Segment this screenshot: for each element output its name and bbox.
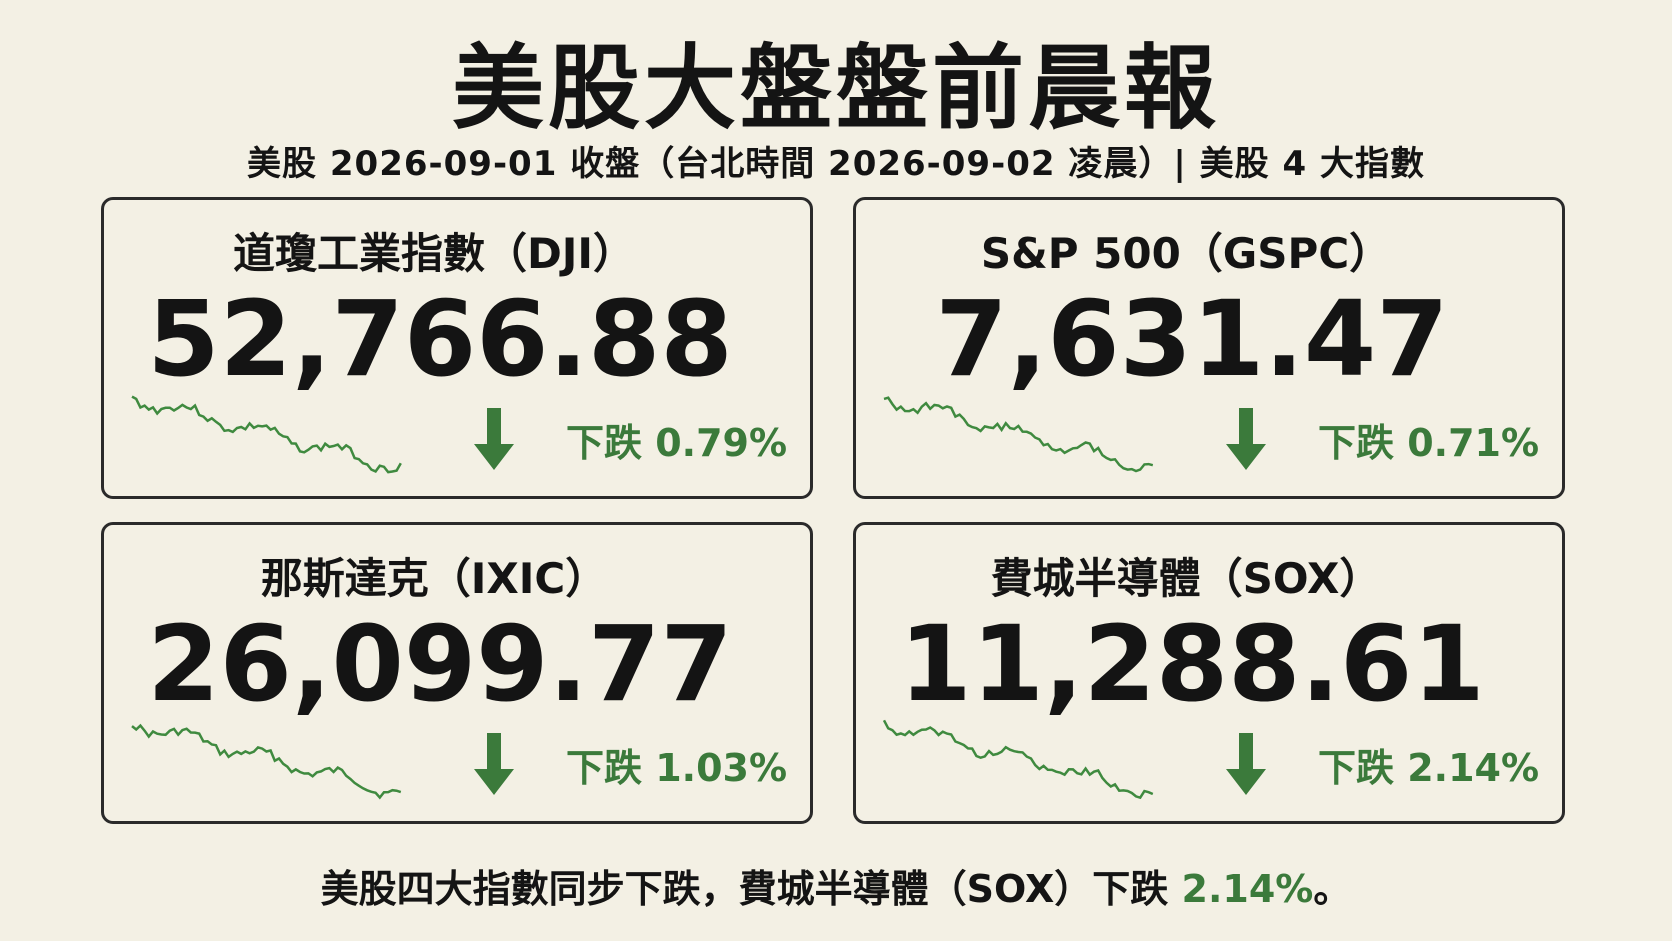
card-decor (882, 719, 1266, 800)
index-card: 費城半導體（SOX） 11,288.61 下跌 2.14% (853, 522, 1565, 824)
index-change: 下跌 0.71% (1318, 421, 1540, 465)
card-decor (131, 395, 514, 474)
footer-end: 。 (1313, 867, 1352, 911)
index-change: 下跌 1.03% (566, 746, 788, 790)
index-name: 那斯達克（IXIC） (260, 554, 608, 603)
sparkline (131, 723, 402, 800)
index-name: 費城半導體（SOX） (990, 554, 1382, 603)
footer-highlight: 2.14% (1181, 867, 1314, 911)
footer: 美股四大指數同步下跌，費城半導體（SOX）下跌 2.14%。 (0, 858, 1672, 913)
sparkline (882, 719, 1154, 800)
subtitle: 美股 2026-09-01 收盤（台北時間 2026-09-02 凌晨）| 美股… (247, 144, 1425, 184)
down-arrow (1226, 408, 1266, 470)
index-card: S&P 500（GSPC） 7,631.47 下跌 0.71% (853, 197, 1565, 499)
index-value: 11,288.61 (899, 603, 1485, 725)
down-arrow (474, 408, 514, 470)
card-decor (883, 396, 1266, 473)
index-card: 那斯達克（IXIC） 26,099.77 下跌 1.03% (101, 522, 813, 824)
index-name: 道瓊工業指數（DJI） (232, 229, 636, 278)
down-arrow (1226, 733, 1266, 795)
index-change: 下跌 2.14% (1318, 746, 1540, 790)
footer-text: 美股四大指數同步下跌，費城半導體（SOX）下跌 (320, 867, 1182, 911)
card-decor (131, 723, 514, 800)
index-value: 26,099.77 (147, 603, 733, 725)
sparkline (883, 396, 1154, 473)
index-card: 道瓊工業指數（DJI） 52,766.88 下跌 0.79% (101, 197, 813, 499)
index-value: 7,631.47 (935, 278, 1449, 400)
title: 美股大盤盤前晨報 (451, 35, 1220, 142)
index-name: S&P 500（GSPC） (980, 229, 1392, 278)
index-change: 下跌 0.79% (566, 421, 788, 465)
sparkline (131, 395, 402, 474)
down-arrow (474, 733, 514, 795)
index-value: 52,766.88 (147, 278, 733, 400)
